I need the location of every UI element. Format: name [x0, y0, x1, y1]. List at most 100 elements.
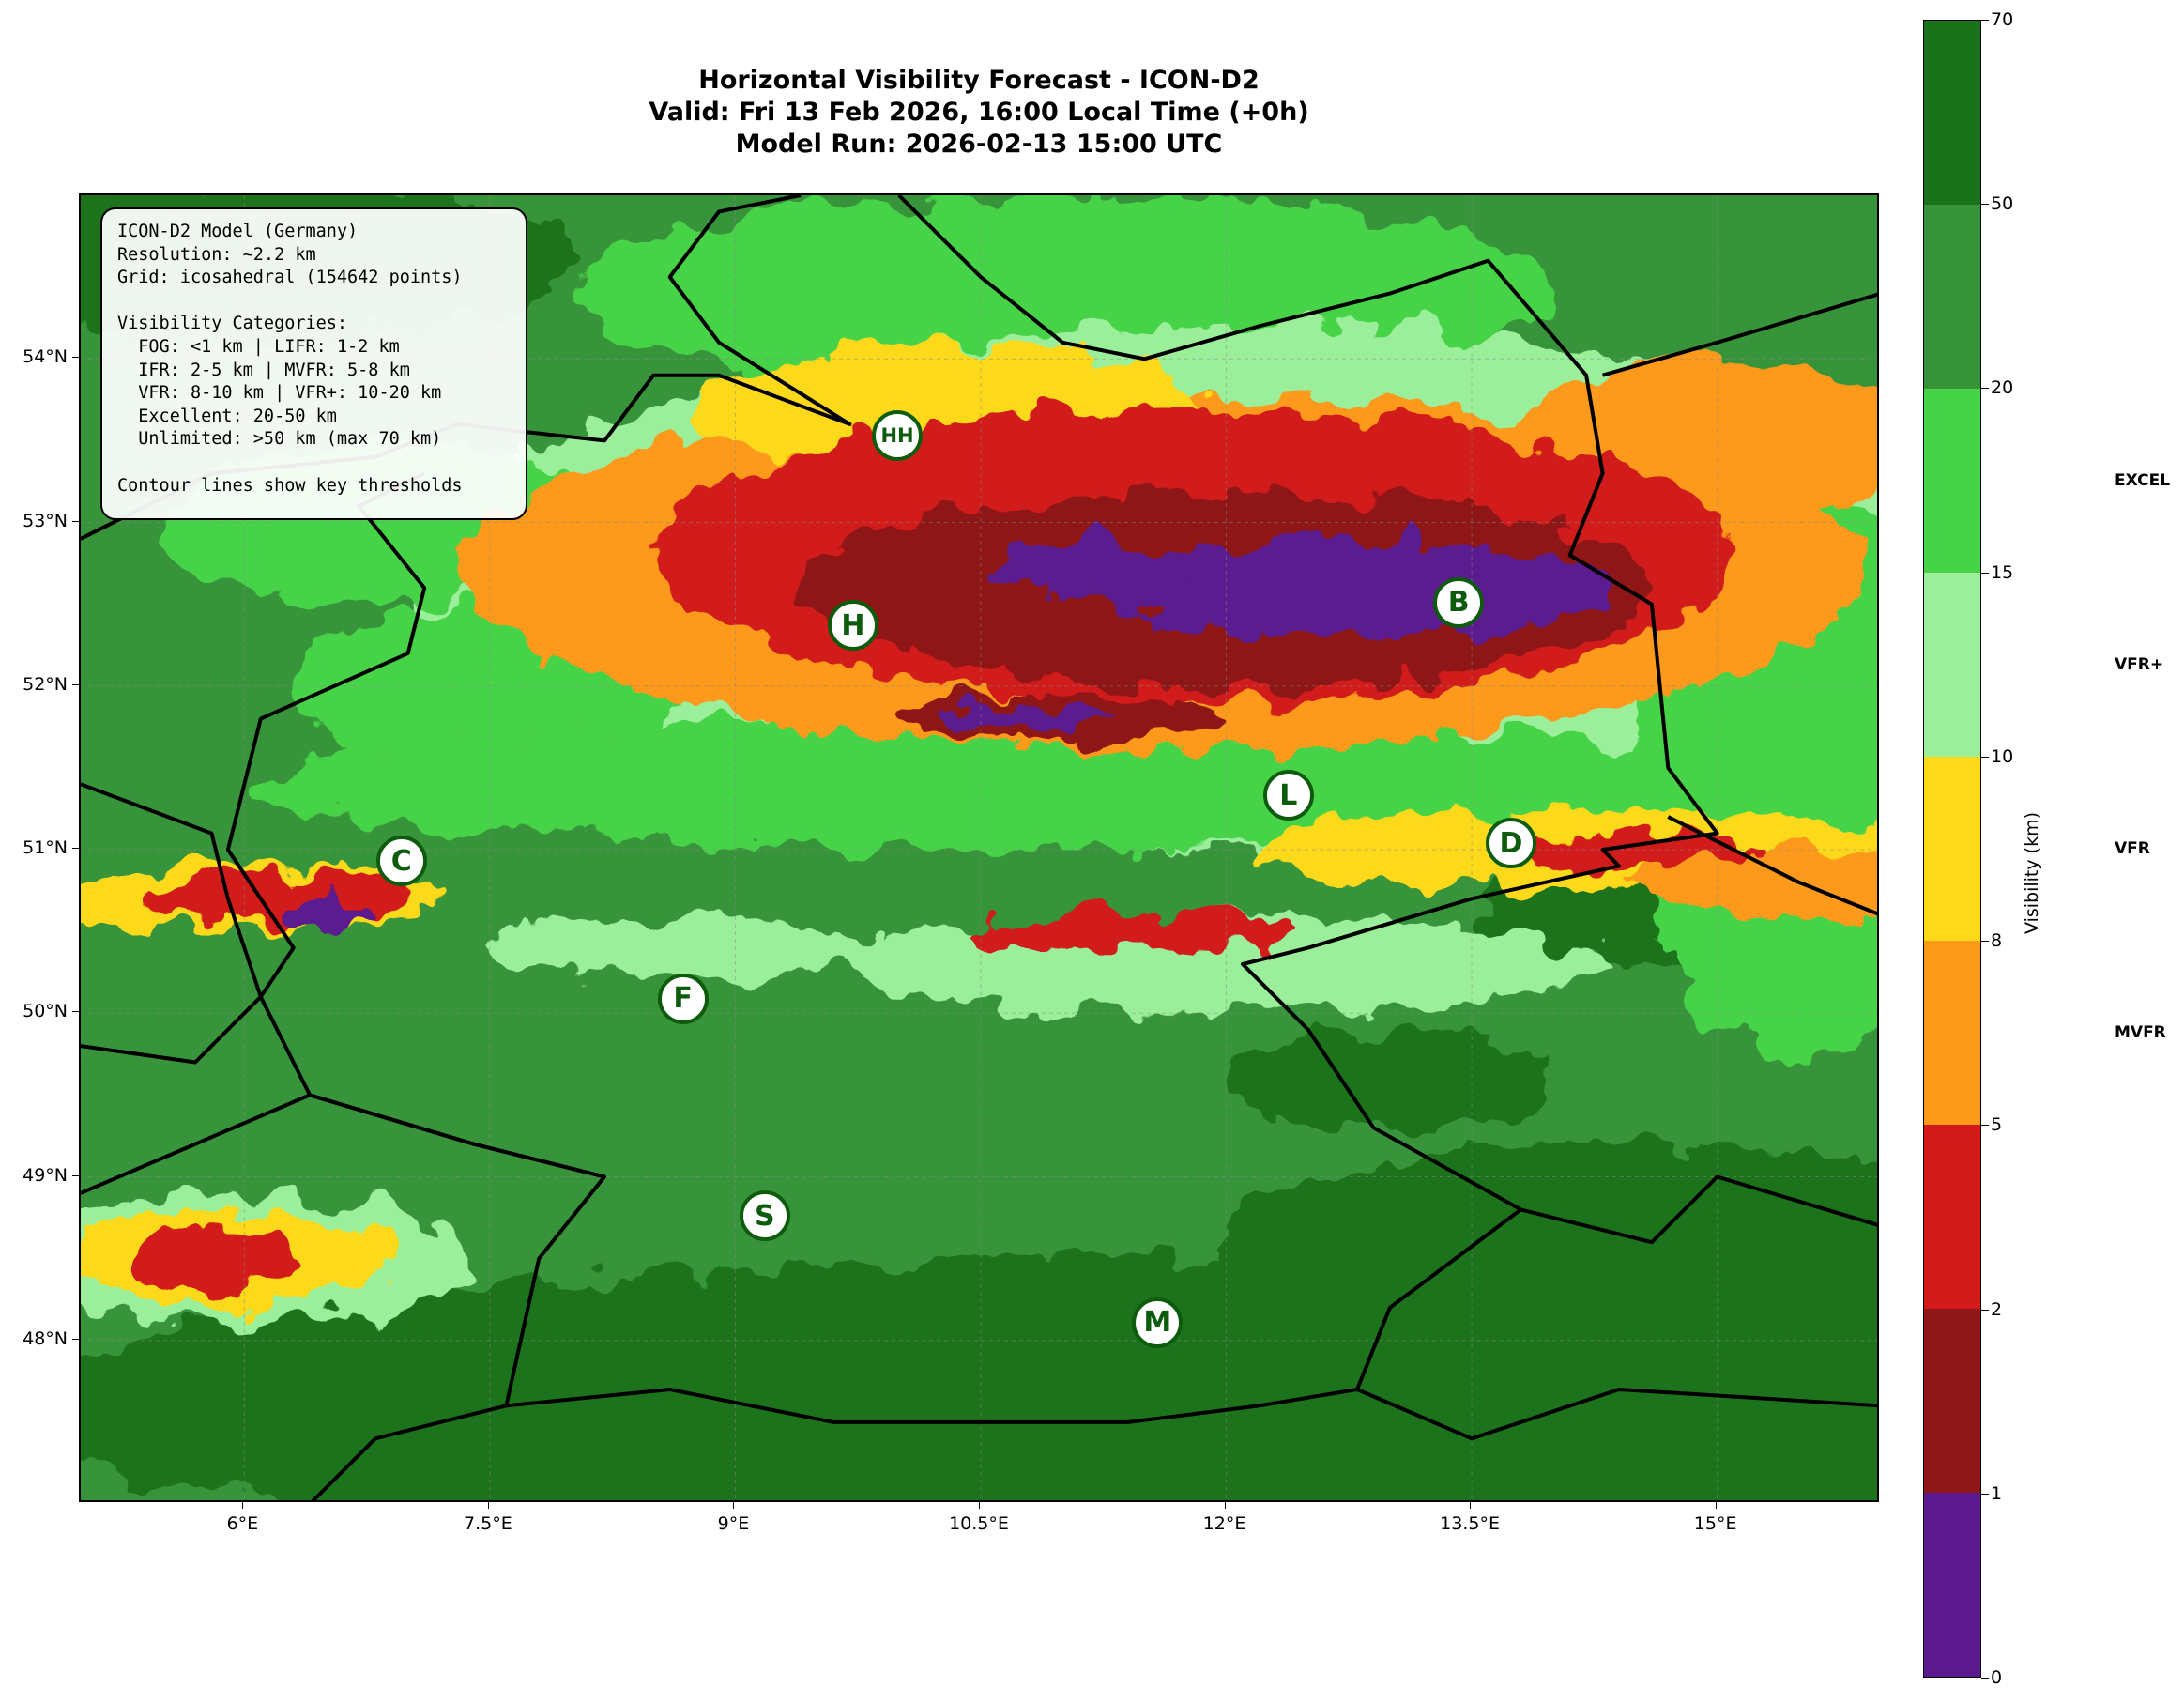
- x-tick: [487, 1502, 489, 1509]
- visibility-map: ICON-D2 Model (Germany) Resolution: ~2.2 …: [79, 193, 1879, 1502]
- x-tick: [979, 1502, 980, 1509]
- colorbar-band: [1924, 1493, 1980, 1677]
- colorbar-band: [1924, 1309, 1980, 1493]
- city-marker: F: [657, 973, 709, 1024]
- info-line: [117, 290, 511, 314]
- x-tick-label: 15°E: [1693, 1513, 1737, 1534]
- border-line: [81, 782, 263, 1065]
- y-tick-label: 54°N: [23, 346, 68, 368]
- city-marker: B: [1433, 576, 1485, 628]
- city-marker: D: [1485, 818, 1536, 869]
- border-line: [311, 1404, 507, 1500]
- colorbar-band: [1924, 757, 1980, 941]
- colorbar-tick: [1981, 20, 1989, 21]
- visibility-region: [130, 1225, 294, 1292]
- y-tick-label: 50°N: [23, 1001, 68, 1022]
- border-line: [81, 1093, 605, 1195]
- info-line: Unlimited: >50 km (max 70 km): [117, 429, 442, 450]
- x-tick-label: 9°E: [717, 1513, 750, 1534]
- y-tick: [72, 683, 79, 685]
- visibility-region: [964, 912, 1291, 952]
- colorbar-tick-label: 15: [1991, 561, 2014, 583]
- y-tick: [72, 1011, 79, 1013]
- colorbar-tick-label: 20: [1991, 377, 2014, 399]
- y-tick-label: 53°N: [23, 510, 68, 531]
- x-tick-label: 10.5°E: [949, 1513, 1009, 1534]
- colorbar-band: [1924, 573, 1980, 757]
- info-line: VFR: 8-10 km | VFR+: 10-20 km: [117, 383, 442, 404]
- colorbar-band: [1924, 389, 1980, 573]
- border-line: [1520, 1174, 1877, 1245]
- colorbar-tick: [1981, 572, 1989, 574]
- colorbar-tick-label: 0: [1991, 1667, 2003, 1688]
- category-label: MVFR: [2115, 1023, 2166, 1043]
- info-line: Excellent: 20-50 km: [117, 406, 337, 426]
- y-tick-label: 52°N: [23, 673, 68, 695]
- colorbar-tick-label: 50: [1991, 193, 2014, 215]
- colorbar-tick-label: 10: [1991, 745, 2014, 767]
- city-marker: L: [1262, 770, 1314, 821]
- colorbar-tick: [1981, 1309, 1989, 1311]
- colorbar-tick-label: 1: [1991, 1482, 2003, 1504]
- city-marker: M: [1132, 1297, 1184, 1348]
- model-info-box: ICON-D2 Model (Germany) Resolution: ~2.2 …: [100, 207, 527, 520]
- info-line: IFR: 2-5 km | MVFR: 5-8 km: [117, 360, 410, 380]
- colorbar-tick: [1981, 1678, 1989, 1679]
- x-tick: [242, 1502, 244, 1509]
- colorbar-tick-label: 70: [1991, 9, 2014, 30]
- y-tick: [72, 848, 79, 849]
- info-line: Visibility Categories:: [117, 314, 348, 334]
- visibility-region: [146, 874, 408, 924]
- info-line: ICON-D2 Model (Germany): [117, 222, 359, 241]
- colorbar-tick-label: 5: [1991, 1114, 2003, 1136]
- city-marker: S: [739, 1190, 790, 1242]
- colorbar-tick: [1981, 941, 1989, 943]
- x-tick: [1224, 1502, 1226, 1509]
- x-tick-label: 6°E: [226, 1513, 259, 1534]
- x-tick: [1715, 1502, 1717, 1509]
- chart-title-line3: Model Run: 2026-02-13 15:00 UTC: [735, 130, 1223, 159]
- info-line: Grid: icosahedral (154642 points): [117, 268, 463, 288]
- y-tick-label: 51°N: [23, 837, 68, 858]
- colorbar-band: [1924, 941, 1980, 1125]
- info-line: Resolution: ~2.2 km: [117, 244, 316, 265]
- border-line: [1667, 815, 1877, 916]
- y-tick-label: 48°N: [23, 1327, 68, 1349]
- colorbar-tick: [1981, 388, 1989, 390]
- visibility-region: [1226, 1029, 1553, 1128]
- x-tick-label: 7.5°E: [464, 1513, 512, 1534]
- colorbar: [1923, 20, 1981, 1678]
- border-line: [1356, 1388, 1877, 1441]
- x-tick: [733, 1502, 735, 1509]
- visibility-field: [81, 195, 1877, 1500]
- colorbar-tick: [1981, 1125, 1989, 1127]
- city-marker: H: [827, 600, 878, 652]
- colorbar-band: [1924, 205, 1980, 389]
- colorbar-tick: [1981, 204, 1989, 206]
- y-tick: [72, 1174, 79, 1176]
- chart-title-line1: Horizontal Visibility Forecast - ICON-D2: [698, 66, 1260, 95]
- colorbar-tick-label: 2: [1991, 1298, 2003, 1320]
- colorbar-label: Visibility (km): [2022, 811, 2042, 935]
- visibility-region: [1635, 850, 1877, 915]
- category-label: VFR+: [2115, 654, 2164, 674]
- info-line: FOG: <1 km | LIFR: 1-2 km: [117, 336, 400, 357]
- y-tick: [72, 1338, 79, 1340]
- info-line: Contour lines show key thresholds: [117, 475, 463, 496]
- visibility-region: [490, 914, 882, 981]
- border-line: [506, 195, 1719, 1424]
- city-marker: C: [375, 836, 427, 887]
- border-line: [1602, 292, 1877, 377]
- visibility-region: [285, 898, 368, 932]
- colorbar-tick: [1981, 756, 1989, 758]
- category-label: VFR: [2115, 839, 2150, 858]
- colorbar-band: [1924, 21, 1980, 205]
- y-tick-label: 49°N: [23, 1164, 68, 1186]
- colorbar-band: [1924, 1125, 1980, 1309]
- visibility-region: [997, 538, 1194, 605]
- x-tick: [1470, 1502, 1472, 1509]
- city-marker: HH: [872, 410, 924, 462]
- visibility-region: [1227, 1143, 1877, 1341]
- x-tick-label: 12°E: [1202, 1513, 1246, 1534]
- y-tick: [72, 357, 79, 359]
